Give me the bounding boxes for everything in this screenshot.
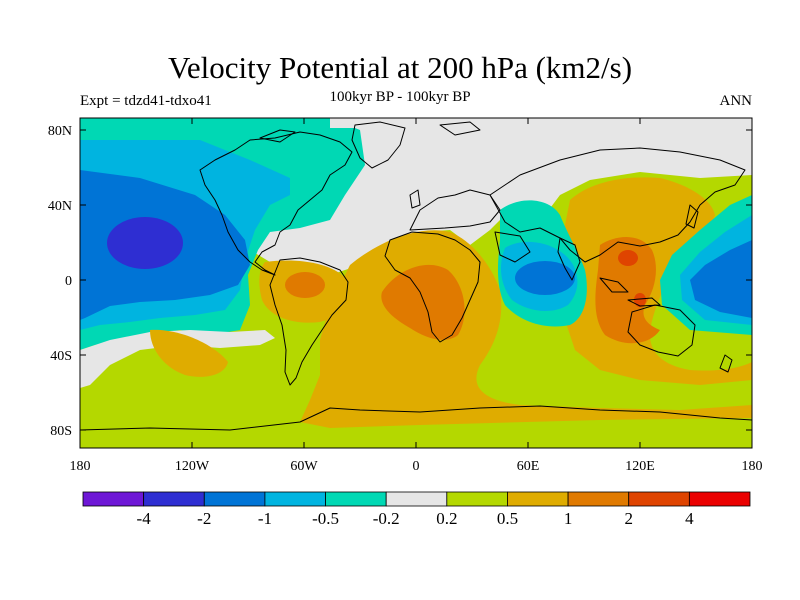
field-darkorange-amazon [285, 272, 325, 298]
field-orange-sepacific [150, 329, 228, 377]
field-redorange-spot-b [634, 293, 646, 307]
colorbar-box [688, 491, 751, 507]
lat-tick-label: 40S [50, 349, 72, 364]
lat-tick-label: 0 [65, 274, 72, 289]
season-label: ANN [719, 93, 753, 109]
colorbar-label: 0.2 [436, 509, 457, 528]
colorbar-box [143, 491, 205, 507]
experiment-label: Expt = tdzd41-tdxo41 [80, 93, 212, 109]
field-redorange-spot-a [618, 250, 638, 266]
colorbar-box [567, 491, 630, 507]
colorbar-box [264, 491, 326, 507]
lon-tick-label: 60W [290, 459, 318, 474]
chart-subtitle: 100kyr BP - 100kyr BP [329, 89, 471, 105]
colorbar-label: 1 [564, 509, 573, 528]
colorbar-label: -0.2 [373, 509, 400, 528]
colorbar-label: -1 [258, 509, 272, 528]
lat-tick-label: 80N [48, 124, 72, 139]
field-grey-arctic [330, 118, 752, 128]
lat-tick-label: 40N [48, 199, 72, 214]
colorbar-box [325, 491, 387, 507]
field-darkorange-maritime [595, 236, 660, 344]
colorbar-label: 4 [685, 509, 694, 528]
colorbar-box [82, 491, 145, 507]
field-grey-southpacific [80, 330, 275, 388]
field-darkorange-southatlantic [381, 264, 465, 340]
colorbar-label: -2 [197, 509, 211, 528]
map-field [80, 118, 752, 448]
lon-tick-label: 120W [175, 459, 210, 474]
colorbar-label: 2 [624, 509, 633, 528]
colorbar-box [628, 491, 690, 507]
lat-tick-label: 80S [50, 424, 72, 439]
chart-title: Velocity Potential at 200 hPa (km2/s) [167, 50, 633, 85]
lon-tick-label: 60E [517, 459, 540, 474]
colorbar-box [203, 491, 266, 507]
lon-tick-label: 180 [742, 459, 763, 474]
lon-tick-label: 0 [413, 459, 420, 474]
continent-outlines [80, 121, 752, 431]
colorbar-box [507, 491, 569, 507]
colorbar-box [385, 491, 448, 507]
field-darkblue-pacific [107, 217, 183, 269]
colorbar-label: -4 [137, 509, 152, 528]
longitude-axis: 180 120W 60W 0 60E 120E 180 [70, 118, 763, 474]
colorbar-box [446, 491, 508, 507]
colorbar: -4 -2 -1 -0.5 -0.2 0.2 0.5 1 2 4 [82, 491, 751, 528]
field-blue-indianocean [515, 261, 575, 295]
field-blue-westpacific [690, 240, 752, 318]
lon-tick-label: 120E [625, 459, 655, 474]
colorbar-label: -0.5 [312, 509, 339, 528]
colorbar-label: 0.5 [497, 509, 518, 528]
latitude-axis: 80N 40N 0 40S 80S [48, 124, 752, 439]
lon-tick-label: 180 [70, 459, 91, 474]
